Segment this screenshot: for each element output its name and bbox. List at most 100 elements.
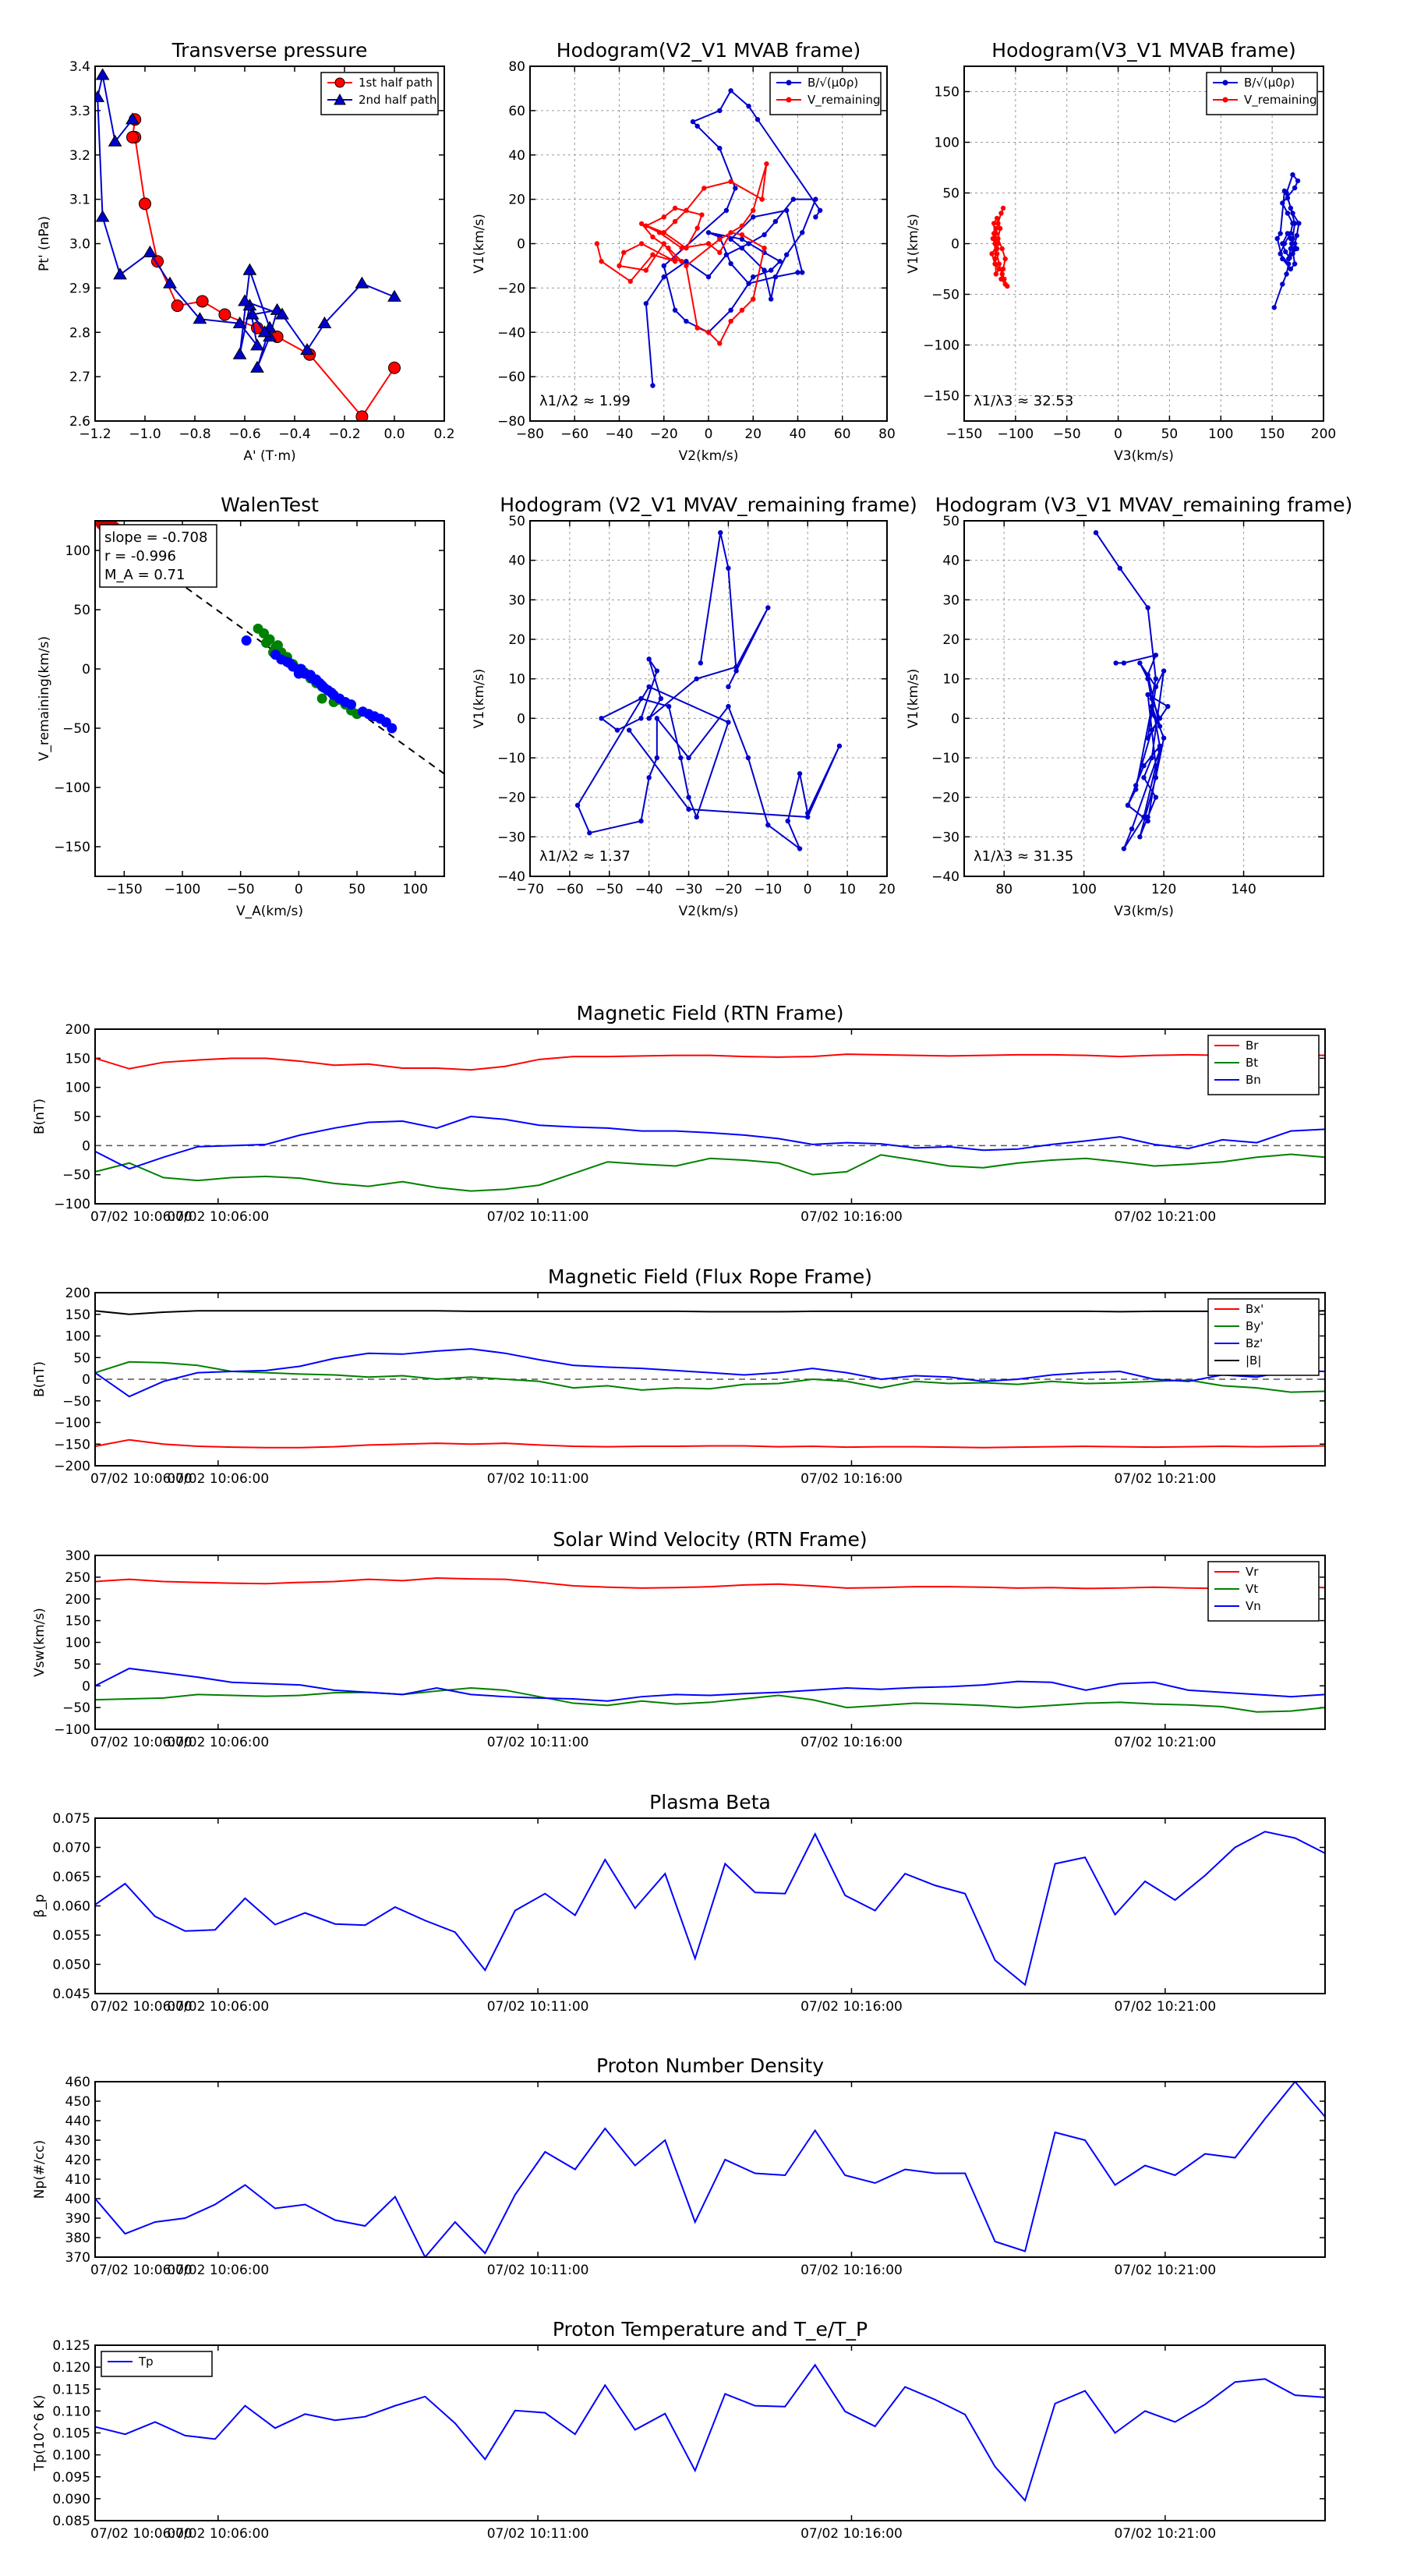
series-line-0: [95, 1831, 1325, 1987]
plot-area: [95, 1310, 1325, 1449]
data-point: [728, 230, 733, 235]
legend-label: Vn: [1246, 1599, 1261, 1613]
series-line-0: [95, 1576, 1325, 1590]
y-tick-label: 460: [65, 2075, 90, 2090]
plot-frame: [94, 520, 445, 877]
y-tick-label: −100: [54, 1416, 90, 1431]
data-point: [1137, 834, 1143, 840]
legend-label: Vr: [1246, 1565, 1259, 1579]
y-tick-label: −40: [931, 869, 959, 885]
y-axis-label: V1(km/s): [906, 214, 921, 274]
y-tick-label: 380: [65, 2231, 90, 2246]
data-point: [1157, 747, 1163, 753]
y-tick-label: 10: [508, 672, 525, 688]
y-tick-label: 3.4: [69, 59, 90, 75]
legend-label: Bx': [1246, 1302, 1263, 1316]
series-line-3: [95, 1310, 1325, 1315]
data-point: [739, 307, 745, 313]
legend-label: B/√(μ0ρ): [808, 76, 858, 90]
y-axis-label: β_p: [32, 1894, 48, 1917]
data-point: [1153, 653, 1159, 658]
data-point: [171, 299, 184, 313]
data-point: [836, 743, 843, 748]
data-point: [1290, 211, 1295, 216]
data-point: [1002, 256, 1008, 262]
x-tick-label: 07/02 10:11:00: [487, 1209, 589, 1225]
x-tick-label: −10: [754, 882, 782, 897]
data-point: [654, 716, 660, 721]
y-tick-label: 0.110: [52, 2404, 90, 2419]
chart-walen: −150 −100 −50 0 50 100 −150 −100 −50 0 50 100 WalenT…: [37, 494, 445, 919]
y-tick-label: 2.6: [69, 414, 90, 430]
data-point: [1149, 695, 1154, 702]
y-tick-label: 60: [508, 104, 525, 119]
data-point: [1121, 660, 1127, 666]
x-tick-label: 50: [348, 882, 366, 897]
legend-box: [1207, 1298, 1320, 1376]
data-point: [762, 267, 767, 273]
legend-label: V_remaining: [1244, 93, 1317, 108]
y-tick-label: 10: [942, 672, 959, 688]
x-tick-label: 200: [1311, 426, 1336, 442]
y-tick-label: −10: [497, 751, 525, 766]
data-point: [684, 318, 689, 324]
data-point: [728, 179, 733, 185]
data-point: [1290, 251, 1295, 257]
data-point: [661, 214, 666, 220]
data-point: [717, 236, 723, 242]
x-start-label: 07/02 10:06:00: [90, 2263, 193, 2278]
y-tick-label: 410: [65, 2172, 90, 2188]
plot-area: [95, 2082, 1325, 2257]
data-point: [996, 266, 1002, 272]
plot-frame: [94, 2081, 1326, 2258]
y-axis-label: V_remaining(km/s): [37, 636, 52, 761]
plot-frame: [94, 2344, 1326, 2521]
y-tick-label: 0: [951, 711, 959, 727]
data-point: [163, 276, 177, 288]
data-point: [993, 271, 999, 277]
data-point: [1280, 256, 1285, 262]
data-point: [587, 830, 592, 836]
chart-np: 370 380 390 400 410 420 430 440 450 460 07/02 10:0…: [32, 2054, 1326, 2278]
y-tick-label: −100: [54, 1722, 90, 1738]
data-point: [672, 218, 678, 225]
x-tick-label: −60: [556, 882, 584, 897]
data-point: [751, 274, 756, 280]
x-tick-label: 0: [705, 426, 713, 442]
data-point: [1000, 205, 1006, 211]
data-point: [702, 186, 707, 191]
x-tick-label: 07/02 10:11:00: [487, 1999, 589, 2015]
data-point: [1145, 676, 1150, 681]
data-point: [990, 235, 996, 242]
chart-title: WalenTest: [221, 494, 319, 516]
legend-label: V_remaining: [808, 93, 881, 108]
x-tick-label: 150: [1260, 426, 1285, 442]
y-tick-label: 0: [517, 711, 525, 727]
data-point: [995, 221, 1001, 226]
data-point: [1149, 703, 1154, 709]
y-tick-label: 390: [65, 2211, 90, 2227]
data-point: [388, 361, 401, 374]
y-tick-label: 20: [508, 193, 525, 208]
x-tick-label: −30: [675, 882, 703, 897]
data-point: [317, 316, 332, 328]
data-point: [108, 134, 122, 147]
data-point: [751, 207, 756, 214]
data-point: [772, 274, 779, 280]
data-point: [1280, 241, 1285, 246]
y-tick-label: 0.095: [52, 2470, 90, 2486]
data-point: [1288, 235, 1294, 242]
data-point: [1281, 188, 1288, 194]
y-tick-label: 0.055: [52, 1928, 90, 1944]
legend-box: [1207, 1561, 1320, 1622]
chart-h1: −80 −60 −40 −20 0 20 40 60 80 −80 −60 −40 −20 0 20 40 60…: [472, 39, 896, 464]
data-point: [621, 249, 627, 256]
x-tick-label: 20: [744, 426, 762, 442]
x-tick-label: −150: [106, 882, 143, 897]
data-point: [1149, 755, 1154, 761]
stats-line: M_A = 0.71: [104, 567, 185, 583]
x-axis-label: V_A(km/s): [236, 904, 303, 919]
data-point: [686, 755, 691, 761]
data-point: [764, 161, 769, 167]
